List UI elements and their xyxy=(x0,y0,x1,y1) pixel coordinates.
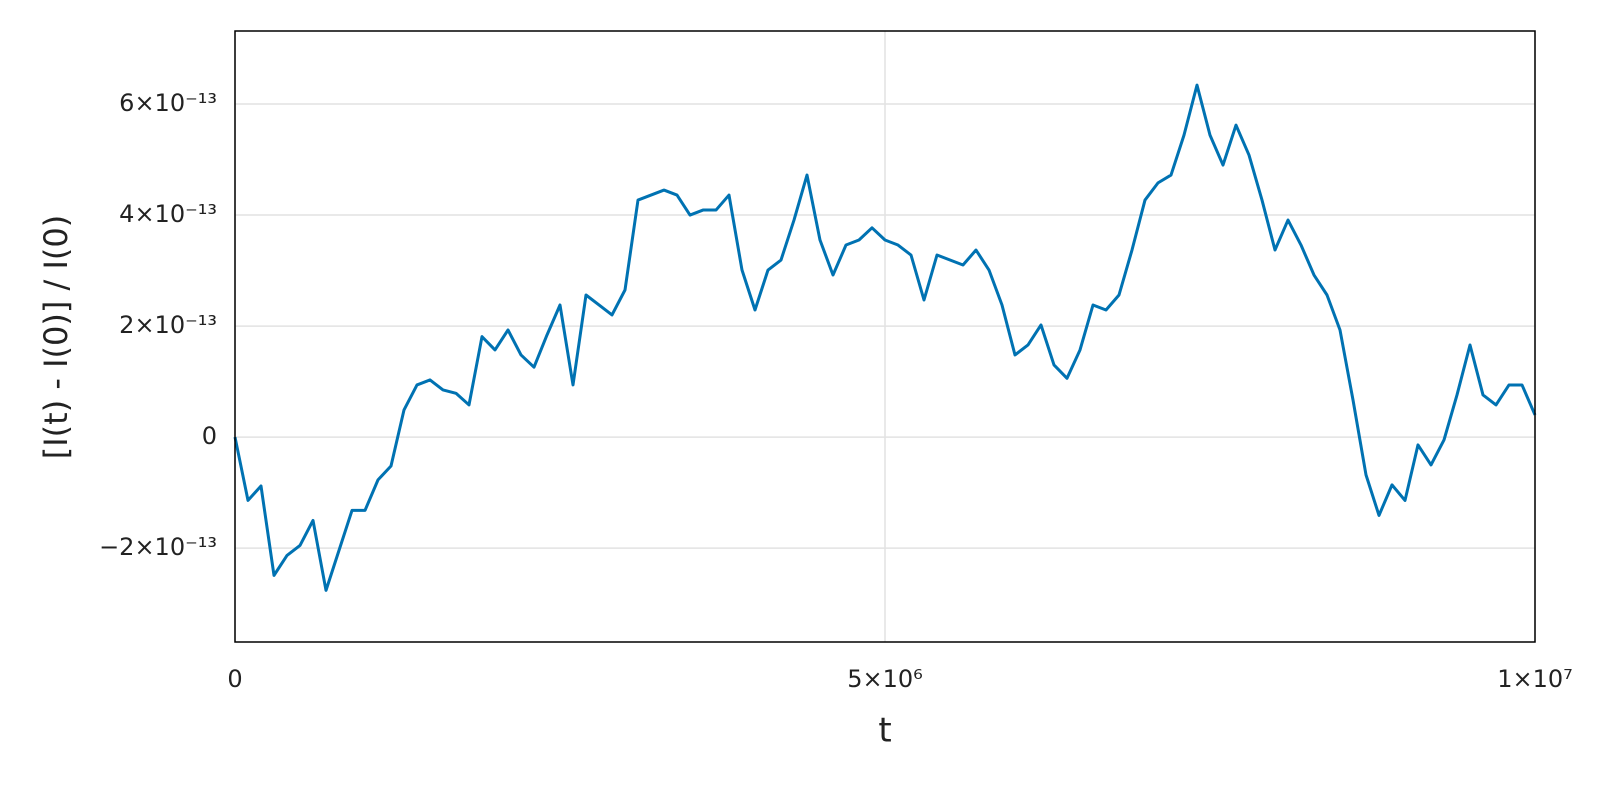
plot-frame xyxy=(234,30,1536,643)
x-tick-label: 5×10⁶ xyxy=(847,665,923,693)
x-tick-label: 0 xyxy=(227,665,242,693)
x-axis-label: t xyxy=(878,711,891,751)
y-tick-label: 0 xyxy=(202,422,217,450)
y-axis-label: [I(t) - I(0)] / I(0) xyxy=(37,215,75,459)
y-tick-label: 2×10⁻¹³ xyxy=(119,311,217,339)
x-tick-label: 1×10⁷ xyxy=(1497,665,1573,693)
y-tick-label: 6×10⁻¹³ xyxy=(119,89,217,117)
y-tick-label: −2×10⁻¹³ xyxy=(99,533,217,561)
y-tick-label: 4×10⁻¹³ xyxy=(119,200,217,228)
data-line xyxy=(233,83,1537,592)
